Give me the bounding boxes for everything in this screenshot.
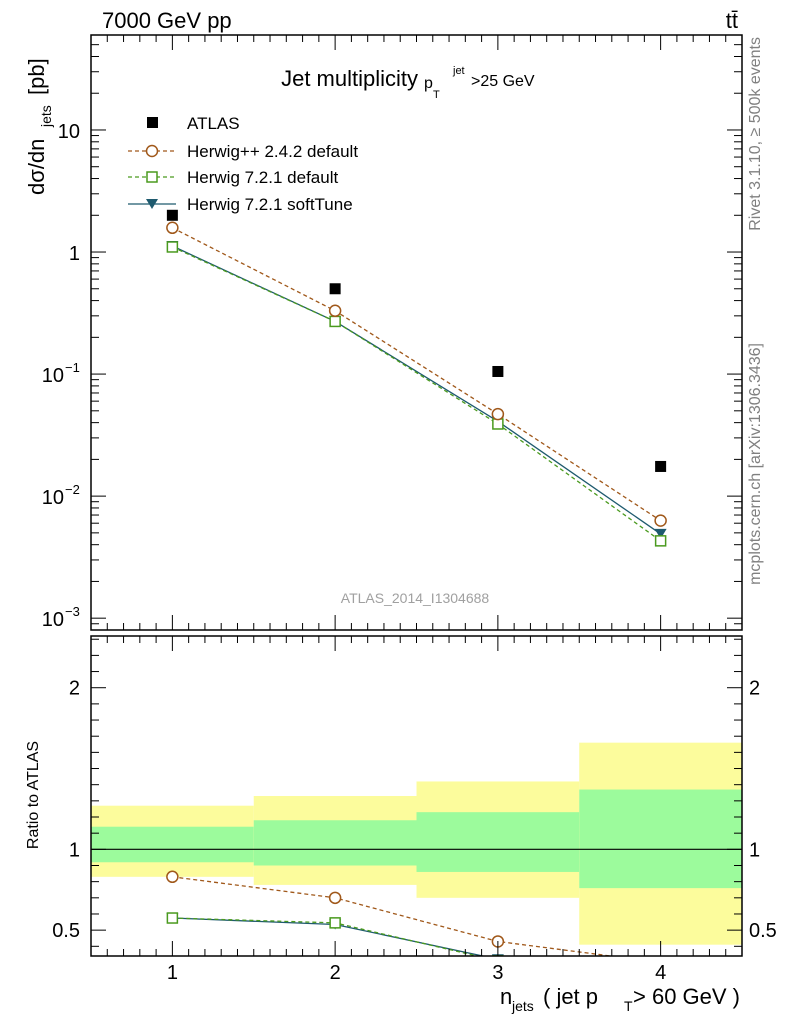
ratio-herwig721-point bbox=[329, 917, 341, 929]
main-y-tick-label: 1 bbox=[69, 243, 80, 265]
main-y-tick-label: 10 −3 bbox=[42, 604, 80, 631]
main-herwig721-line bbox=[172, 246, 662, 542]
rivet-version-label: Rivet 3.1.10, ≥ 500k events bbox=[747, 37, 764, 231]
ratio-y-tick-label-left: 2 bbox=[69, 678, 80, 700]
main-herwig721-point bbox=[492, 418, 504, 430]
legend-herwigpp-label: Herwig++ 2.4.2 default bbox=[187, 142, 358, 161]
ratio-band-inner bbox=[416, 812, 580, 872]
legend-atlas-marker bbox=[147, 117, 158, 128]
legend-entry-softtune: Herwig 7.2.1 softTune bbox=[128, 195, 353, 214]
title-p: p bbox=[424, 75, 433, 92]
legend-softtune-marker bbox=[146, 199, 158, 209]
x-tick-label: 1 bbox=[167, 962, 178, 984]
main-ylabel: dσ/dn jets [pb] bbox=[24, 58, 54, 195]
main-herwigpp-point bbox=[328, 304, 342, 318]
main-y-tick-label-base: 10 bbox=[58, 121, 80, 143]
ratio-uncertainty-bands bbox=[91, 742, 742, 945]
process-label: tt̄ bbox=[726, 8, 738, 33]
main-herwigpp-point bbox=[491, 407, 505, 421]
ratio-herwigpp-point bbox=[328, 891, 342, 905]
main-herwig721-point bbox=[166, 241, 179, 253]
title-p-sup: jet bbox=[452, 65, 465, 77]
ratio-herwigpp-point bbox=[166, 870, 179, 884]
ratio-band-inner bbox=[91, 826, 254, 863]
xlabel: n jets ( jet p T > 60 GeV ) bbox=[500, 984, 740, 1014]
legend-herwig721-label: Herwig 7.2.1 default bbox=[187, 168, 338, 187]
main-y-tick-label-exponent: −3 bbox=[65, 604, 80, 619]
ratio-y-tick-label-right: 0.5 bbox=[749, 920, 777, 942]
ratio-band-inner bbox=[579, 789, 742, 889]
legend-softtune-label: Herwig 7.2.1 softTune bbox=[187, 195, 353, 214]
xlabel-pt-sub: T bbox=[624, 998, 633, 1014]
main-y-tick-label-base: 10 bbox=[42, 609, 64, 631]
xlabel-n-sub: jets bbox=[511, 998, 534, 1014]
ratio-axes: 2 2 1 1 0.5 0.5 1 2 3 4 bbox=[52, 635, 777, 984]
title-cut: >25 GeV bbox=[471, 73, 535, 90]
analysis-watermark: ATLAS_2014_I1304688 bbox=[341, 590, 490, 606]
main-atlas-point bbox=[329, 283, 341, 295]
title-p-sub: T bbox=[433, 89, 440, 101]
x-tick-label: 3 bbox=[492, 962, 503, 984]
legend-entry-atlas: ATLAS bbox=[147, 114, 240, 133]
main-atlas-point bbox=[166, 209, 178, 221]
ratio-y-tick-label-left: 1 bbox=[69, 839, 80, 861]
main-atlas-point bbox=[492, 365, 504, 377]
legend-atlas-label: ATLAS bbox=[187, 114, 240, 133]
main-herwig721-point bbox=[654, 535, 667, 547]
main-herwigpp-point bbox=[166, 221, 179, 235]
main-herwigpp-point bbox=[654, 514, 667, 527]
xlabel-mid: ( jet p bbox=[543, 984, 598, 1009]
x-tick-label: 4 bbox=[655, 962, 666, 984]
legend-entry-herwig721: Herwig 7.2.1 default bbox=[128, 168, 338, 187]
energy-label: 7000 GeV pp bbox=[102, 8, 232, 33]
ratio-y-tick-label-right: 1 bbox=[749, 839, 760, 861]
main-y-tick-label-base: 1 bbox=[69, 243, 80, 265]
main-y-tick-label: 10 −1 bbox=[42, 360, 80, 387]
xlabel-tail: > 60 GeV ) bbox=[633, 984, 740, 1009]
legend-herwigpp-marker bbox=[145, 144, 159, 158]
legend-herwig721-marker bbox=[146, 171, 158, 183]
ratio-herwig721-line bbox=[172, 917, 480, 956]
main-y-tick-label: 10 −2 bbox=[42, 482, 80, 509]
ratio-ylabel: Ratio to ATLAS bbox=[25, 741, 42, 849]
main-softtune-line bbox=[172, 245, 661, 535]
ratio-y-tick-label-left: 0.5 bbox=[52, 920, 80, 942]
ylabel-unit: [pb] bbox=[24, 58, 49, 95]
main-y-tick-label-base: 10 bbox=[42, 365, 64, 387]
xlabel-n: n bbox=[500, 984, 512, 1009]
main-herwig721-point bbox=[329, 315, 341, 328]
ylabel-sub: jets bbox=[38, 105, 54, 128]
main-y-tick-label-base: 10 bbox=[42, 487, 64, 509]
ratio-y-tick-label-right: 2 bbox=[749, 678, 760, 700]
main-atlas-point bbox=[655, 460, 667, 472]
ylabel-main: dσ/dn bbox=[24, 139, 49, 195]
legend-entry-herwigpp: Herwig++ 2.4.2 default bbox=[128, 142, 358, 161]
main-herwigpp-line bbox=[172, 227, 661, 522]
main-y-tick-label-exponent: −1 bbox=[65, 360, 80, 375]
main-y-tick-label-exponent: −2 bbox=[65, 482, 80, 497]
main-y-tick-label: 10 bbox=[58, 121, 80, 143]
x-tick-label: 2 bbox=[330, 962, 341, 984]
ratio-herwig721-point bbox=[166, 912, 179, 924]
legend: ATLAS Herwig++ 2.4.2 default Herwig 7.2.… bbox=[128, 114, 358, 214]
main-softtune-point bbox=[654, 528, 667, 539]
chart-title: Jet multiplicity bbox=[281, 66, 418, 91]
ratio-band-inner bbox=[253, 820, 417, 866]
main-series-layer bbox=[166, 209, 667, 547]
mcplots-label: mcplots.cern.ch [arXiv:1306.3436] bbox=[747, 343, 764, 585]
